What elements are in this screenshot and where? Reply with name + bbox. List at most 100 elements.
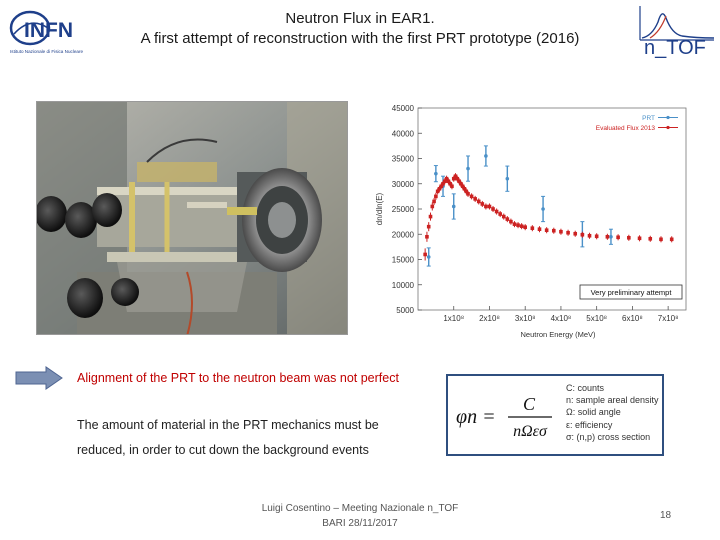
material-note-line1: The amount of material in the PRT mechan… xyxy=(77,418,379,432)
ntof-logo: n_TOF xyxy=(639,6,715,58)
footer-date: BARI 28/11/2017 xyxy=(322,518,398,529)
data-point xyxy=(669,237,674,242)
data-point xyxy=(494,209,499,214)
data-point xyxy=(476,199,481,204)
y-tick-label: 30000 xyxy=(392,180,415,189)
data-point xyxy=(425,234,429,239)
data-point xyxy=(491,207,495,211)
data-point xyxy=(462,187,467,191)
y-tick-label: 25000 xyxy=(392,205,415,214)
data-point xyxy=(443,179,447,184)
data-point xyxy=(605,234,610,239)
data-point xyxy=(516,223,520,227)
data-point xyxy=(519,224,524,228)
formula-legend: C: counts n: sample areal density Ω: sol… xyxy=(566,382,659,443)
legend-marker xyxy=(666,115,670,120)
chart-legend: PRT Evaluated Flux 2013 Very preliminary a… xyxy=(579,115,683,300)
x-tick-label: 7x10⁸ xyxy=(658,314,679,323)
legend-label: Evaluated Flux 2013 xyxy=(596,125,656,132)
legend-marker xyxy=(666,125,670,130)
series-evaluated-flux xyxy=(423,173,674,261)
data-point xyxy=(530,226,535,230)
alignment-note: Alignment of the PRT to the neutron beam… xyxy=(77,371,399,385)
formula-legend-item: Ω: solid angle xyxy=(566,407,621,418)
y-tick-label: 40000 xyxy=(392,129,415,138)
data-point xyxy=(616,235,620,240)
data-point xyxy=(541,207,545,211)
data-point xyxy=(501,214,506,219)
data-point xyxy=(659,237,663,242)
data-point xyxy=(430,204,435,209)
infn-logo-subtext: Istituto Nazionale di Fisica Nucleare xyxy=(10,49,83,54)
data-point xyxy=(453,174,458,178)
formula-legend-item: C: counts xyxy=(566,383,605,393)
annotation-box xyxy=(579,284,683,300)
data-point xyxy=(451,176,456,181)
footer-author: Luigi Cosentino – Meeting Nazionale n_TO… xyxy=(261,503,459,514)
data-point xyxy=(466,192,470,196)
right-arrow-icon xyxy=(15,366,63,390)
data-point xyxy=(587,233,592,238)
data-point xyxy=(466,166,470,171)
data-point xyxy=(487,204,492,209)
y-tick-label: 5000 xyxy=(396,306,414,315)
data-point xyxy=(627,235,631,240)
y-tick-label: 10000 xyxy=(392,281,415,290)
data-point xyxy=(648,236,653,241)
x-tick-label: 3x10⁸ xyxy=(515,314,536,323)
infn-logo-text: INFN xyxy=(24,19,73,42)
data-point xyxy=(428,214,433,219)
chart-axes: 5000 10000 15000 20000 25000 30000 35000 40000 4… xyxy=(375,104,687,339)
y-tick-label: 45000 xyxy=(392,104,415,113)
data-point xyxy=(432,199,436,204)
annotation-text: Very preliminary attempt xyxy=(591,288,673,297)
formula-lhs: φn = xyxy=(456,406,496,428)
data-point xyxy=(426,255,431,259)
data-point xyxy=(455,176,460,181)
data-point xyxy=(559,229,563,234)
infn-logo: INFN Istituto Nazionale di Fisica Nuclea… xyxy=(9,10,83,54)
plot-frame xyxy=(417,107,687,311)
data-point xyxy=(551,228,556,233)
data-point xyxy=(523,225,527,229)
formula-denominator: nΩεσ xyxy=(513,423,548,440)
neutron-flux-chart: 5000 10000 15000 20000 25000 30000 35000 40000 4… xyxy=(375,104,687,339)
data-point xyxy=(434,171,438,176)
formula-legend-item: ε: efficiency xyxy=(566,419,613,430)
data-point xyxy=(480,202,485,206)
series-prt xyxy=(426,145,613,267)
data-point xyxy=(460,184,465,189)
formula-box: φn = C nΩεσ C: counts n: sample areal de… xyxy=(446,374,664,456)
data-point xyxy=(437,187,442,191)
x-tick-label: 1x10⁸ xyxy=(443,314,464,323)
x-tick-label: 4x10⁸ xyxy=(551,314,572,323)
y-tick-label: 15000 xyxy=(392,256,415,265)
data-point xyxy=(537,227,542,231)
data-point xyxy=(473,197,477,201)
data-point xyxy=(448,181,452,186)
data-point xyxy=(444,176,449,181)
chart-marks xyxy=(423,145,674,267)
data-point xyxy=(484,204,488,209)
y-axis-label: dn/dln(E) xyxy=(375,192,384,225)
slide-title-line2: A first attempt of reconstruction with t… xyxy=(140,30,580,47)
data-point xyxy=(594,234,599,239)
data-point xyxy=(573,231,578,236)
data-point xyxy=(498,212,502,216)
formula-legend-item: n: sample areal density xyxy=(566,395,659,406)
data-point xyxy=(450,184,454,189)
data-point xyxy=(505,176,510,181)
data-point xyxy=(484,154,488,158)
data-point xyxy=(435,189,440,194)
data-point xyxy=(446,179,451,184)
slide-title-line1: Neutron Flux in EAR1. xyxy=(285,10,435,27)
data-point xyxy=(423,252,427,257)
x-tick-label: 2x10⁸ xyxy=(479,314,500,323)
legend-label: PRT xyxy=(642,115,655,122)
data-point xyxy=(544,228,549,233)
ntof-logo-text: n_TOF xyxy=(644,37,706,58)
flux-formula: φn = C nΩεσ xyxy=(456,394,552,440)
data-point xyxy=(434,194,438,199)
x-axis-label: Neutron Energy (MeV) xyxy=(520,330,596,339)
